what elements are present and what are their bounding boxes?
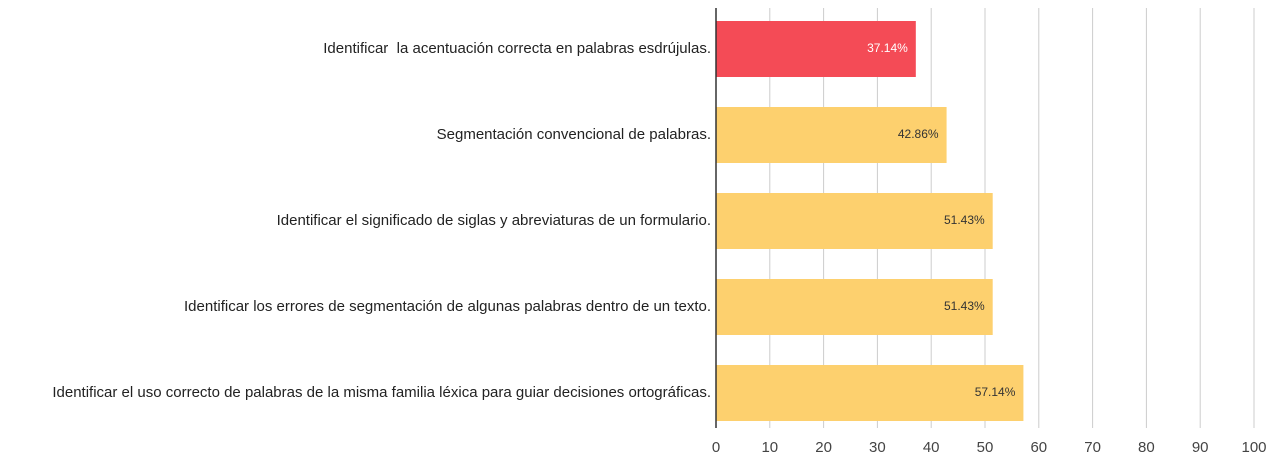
x-tick-label: 100 [1241, 439, 1266, 456]
category-label: Segmentación convencional de palabras. [437, 126, 711, 143]
x-tick-label: 60 [1030, 439, 1047, 456]
category-label: Identificar el significado de siglas y a… [277, 212, 711, 229]
x-tick-label: 80 [1138, 439, 1155, 456]
x-tick-label: 0 [712, 439, 720, 456]
bar [716, 365, 1024, 421]
category-label: Identificar la acentuación correcta en p… [323, 40, 711, 57]
x-tick-label: 50 [977, 439, 994, 456]
x-tick-label: 30 [869, 439, 886, 456]
value-label: 42.86% [898, 127, 939, 141]
category-label: Identificar el uso correcto de palabras … [52, 384, 711, 401]
bar [716, 193, 993, 249]
bar [716, 107, 947, 163]
x-tick-label: 40 [923, 439, 940, 456]
bar [716, 279, 993, 335]
x-tick-label: 90 [1192, 439, 1209, 456]
value-label: 37.14% [867, 41, 908, 55]
value-label: 57.14% [975, 385, 1016, 399]
x-tick-label: 10 [761, 439, 778, 456]
x-tick-label: 20 [815, 439, 832, 456]
value-label: 51.43% [944, 213, 985, 227]
bar [716, 21, 916, 77]
value-label: 51.43% [944, 299, 985, 313]
category-label: Identificar los errores de segmentación … [184, 298, 711, 315]
x-tick-label: 70 [1084, 439, 1101, 456]
